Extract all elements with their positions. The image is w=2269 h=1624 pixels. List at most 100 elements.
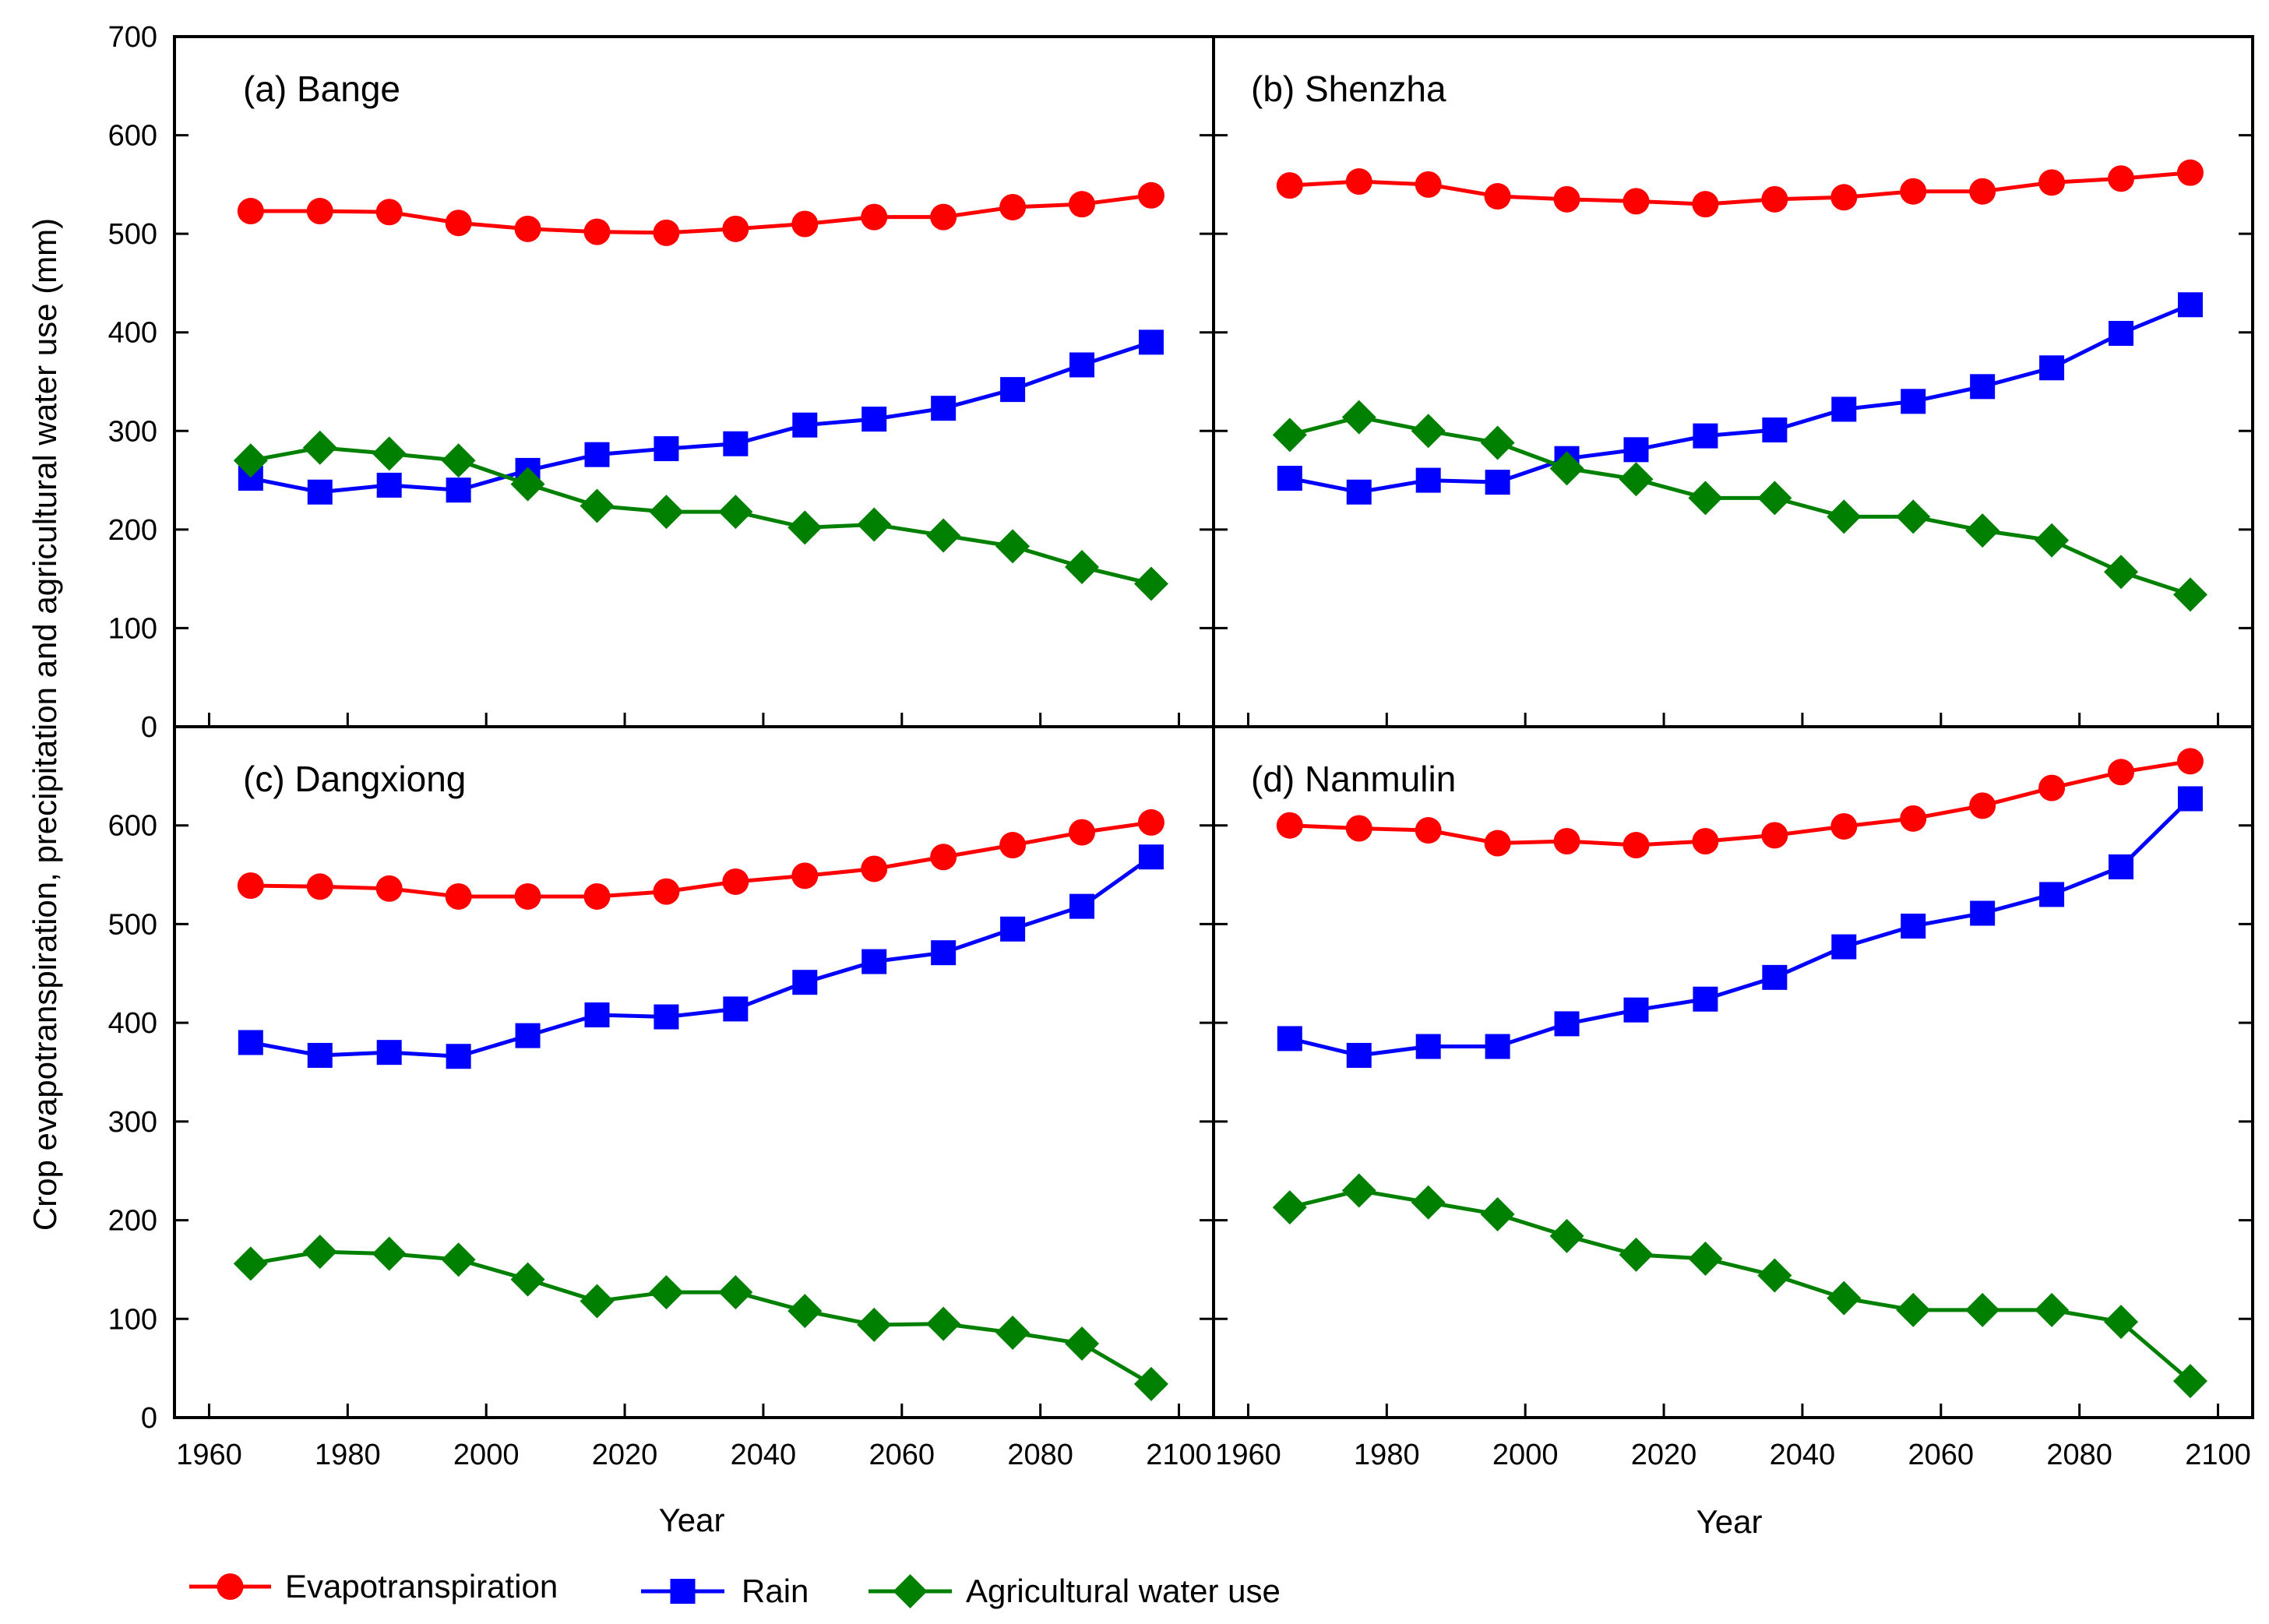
data-point [233,1246,268,1281]
panel-frame [1212,35,2254,728]
data-point [580,1284,615,1319]
data-point [1623,997,1649,1023]
data-point [1762,964,1788,990]
data-point [1065,1326,1100,1361]
data-point [1549,1218,1584,1253]
y-tick-label: 100 [108,1303,157,1336]
data-point [791,210,819,238]
data-point [857,507,892,542]
legend-marker [893,1574,928,1608]
data-point [1553,827,1580,854]
series-agricultural-water-use [1272,400,2207,612]
data-point [1554,1011,1580,1037]
data-point [446,477,471,503]
data-point [926,518,961,553]
data-point [2039,882,2065,907]
data-point [1693,986,1718,1012]
data-point [2177,292,2203,318]
legend-label: Evapotranspiration [285,1568,558,1605]
data-point [2104,555,2139,590]
data-point [1138,329,1164,355]
data-point [791,862,819,890]
data-point [1415,1034,1441,1059]
data-point [1069,191,1096,218]
data-point [1969,178,1996,205]
legend-item-rain: Rain [641,1573,809,1609]
data-point [2176,748,2204,775]
series-evapotranspiration [237,808,1164,910]
data-point [1137,181,1164,209]
data-point [1485,470,1510,495]
data-point [1900,805,1927,832]
data-point [233,443,268,478]
panel-b-shenzha: (b) Shenzha [1212,35,2254,728]
legend-label: Agricultural water use [966,1573,1281,1609]
data-point [1346,479,1372,505]
data-point [510,467,545,502]
panel-title: (d) Nanmulin [1251,759,1456,799]
series-evapotranspiration [1276,159,2204,218]
data-point [445,210,472,237]
data-point [515,1023,541,1048]
series-rain [238,329,1164,505]
data-point [1065,549,1100,584]
data-point [1688,481,1723,516]
panel-frame [173,35,1215,728]
y-tick-label: 400 [108,317,157,350]
data-point [2038,169,2066,196]
x-tick-label: 2040 [731,1439,797,1471]
legend-label: Rain [742,1573,809,1609]
data-point [302,1235,337,1270]
data-point [1619,462,1654,497]
data-point [441,443,476,478]
data-point [1133,1366,1168,1401]
data-point [514,882,541,910]
data-point [1276,172,1303,199]
data-point [1415,817,1442,844]
y-axis-title: Crop evapotranspiration, precipitation a… [26,218,63,1231]
series-agricultural-water-use [233,430,1168,601]
data-point [1277,1026,1302,1052]
x-tick-label: 2020 [592,1439,658,1471]
data-point [1000,377,1026,403]
y-tick-label: 300 [108,415,157,448]
data-point [930,203,957,231]
data-point [1272,417,1307,453]
data-point [1827,1281,1862,1316]
data-point [2176,159,2204,186]
x-tick-label: 1980 [315,1439,381,1471]
series-agricultural-water-use [1272,1173,2207,1399]
data-point [1693,423,1718,449]
series-line [250,1249,1153,1386]
data-point [1901,389,1926,414]
data-point [1341,1173,1376,1208]
panel-title: (a) Bange [243,69,400,109]
data-point [510,1262,545,1297]
data-point [2109,854,2134,879]
data-point [1411,1185,1446,1220]
y-tick-label: 0 [141,711,157,744]
data-point [1896,499,1931,534]
data-point [2108,759,2135,786]
panels: 0 100 200 300 400 500 600 700 (a) Bange (b) Shenz… [108,21,2254,1471]
data-point [792,970,818,995]
panel-a-bange: 0 100 200 300 400 500 600 700 (a) Bange [108,21,1215,744]
data-point [861,949,887,974]
x-tick-label: 2100 [1146,1439,1212,1471]
x-tick-label: 2000 [453,1439,520,1471]
data-point [237,198,264,225]
data-point [857,1307,892,1342]
data-point [238,1030,263,1055]
data-point [372,436,407,471]
data-point [995,1316,1031,1351]
data-point [375,199,403,226]
x-tick-label: 2020 [1631,1439,1697,1471]
data-point [1896,1292,1931,1327]
x-tick-label: 2000 [1492,1439,1559,1471]
data-point [1827,499,1862,534]
data-point [1345,168,1372,196]
data-point [2108,165,2135,192]
data-point [1969,792,1996,819]
data-point [1553,185,1580,213]
series-rain [238,844,1164,1069]
